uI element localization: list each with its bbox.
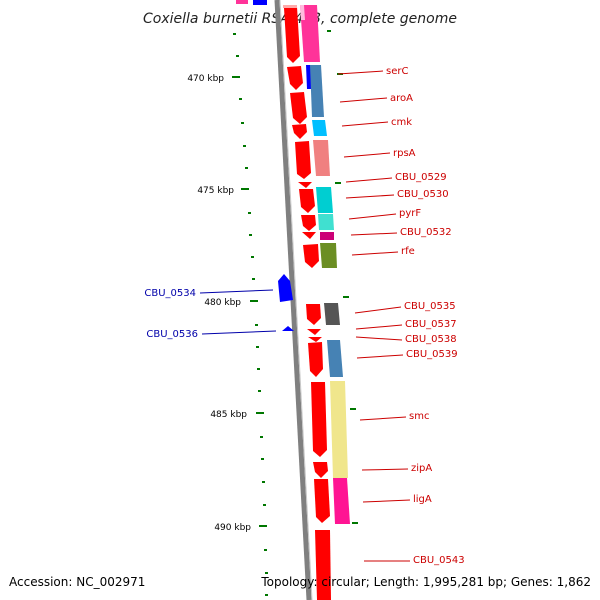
gene-arrow-serC [287, 66, 303, 90]
gene-arrow-aroA [290, 92, 307, 124]
gene-label-serC: serC [386, 66, 408, 77]
gene-arrow-0 [284, 7, 300, 63]
gene-label-CBU_0535: CBU_0535 [404, 301, 456, 312]
scale-tick-485: 485 kbp [210, 410, 264, 420]
gene-arrow-rfe [303, 244, 319, 268]
gene-labels-right: serC aroA cmk rpsA CBU_0529 CBU_0530 pyr… [386, 66, 465, 566]
scale-tick-470: 470 kbp [187, 74, 240, 84]
gene-arrow-CBU_0538 [308, 337, 322, 342]
gene-label-CBU_0538: CBU_0538 [405, 334, 457, 345]
gene-label-ligA: ligA [413, 494, 432, 505]
gene-label-CBU_0534: CBU_0534 [144, 288, 196, 299]
gene-arrow-CBU_0543 [315, 530, 331, 600]
topology-text: Topology: circular; Length: 1,995,281 bp… [261, 575, 591, 589]
accession-text: Accession: NC_002971 [9, 575, 146, 589]
gene-arrow-CBU_0532 [302, 232, 316, 239]
cog-boxes [283, 5, 350, 524]
backbone-highlight [279, 0, 313, 600]
gene-arrow-CBU_0536 [282, 326, 294, 331]
scale-tick-490: 490 kbp [214, 523, 267, 533]
gene-arrow-CBU_0537 [307, 329, 321, 335]
gene-top-blue [253, 0, 267, 5]
minor-ticks-left [233, 33, 268, 596]
gene-label-zipA: zipA [411, 463, 432, 474]
svg-text:470 kbp: 470 kbp [187, 74, 224, 84]
scale-tick-475: 475 kbp [197, 186, 249, 196]
gene-arrow-CBU_0539 [308, 342, 323, 377]
gene-arrow-CBU_0535 [306, 304, 321, 325]
gene-arrow-CBU_0534 [278, 274, 293, 302]
gene-label-CBU_0539: CBU_0539 [406, 349, 458, 360]
gene-label-CBU_0536: CBU_0536 [146, 329, 198, 340]
gene-arrow-smc [311, 382, 327, 457]
reverse-genes [278, 274, 294, 331]
svg-text:475 kbp: 475 kbp [197, 186, 234, 196]
gene-arrow-CBU_0530 [299, 189, 315, 213]
leader-lines-right [337, 70, 411, 562]
gene-arrow-cmk [292, 124, 307, 139]
svg-text:490 kbp: 490 kbp [214, 523, 251, 533]
gene-top-pink [236, 0, 248, 4]
gene-label-CBU_0532: CBU_0532 [400, 227, 452, 238]
gene-label-pyrF: pyrF [399, 208, 421, 219]
gene-label-CBU_0537: CBU_0537 [405, 319, 457, 330]
gene-label-cmk: cmk [391, 117, 412, 128]
gene-arrow-zipA [313, 462, 328, 478]
gene-label-rpsA: rpsA [393, 148, 416, 159]
gene-arrow-ligA [314, 479, 330, 523]
forward-genes [284, 7, 331, 600]
gene-arrow-pyrF [301, 215, 316, 231]
gene-label-smc: smc [409, 411, 429, 422]
gene-label-aroA: aroA [390, 93, 413, 104]
leader-lines-left [199, 289, 277, 335]
gene-labels-left: CBU_0534 CBU_0536 [144, 288, 198, 340]
gene-arrow-rpsA [295, 141, 311, 179]
gene-label-rfe: rfe [401, 246, 415, 257]
svg-text:480 kbp: 480 kbp [204, 298, 241, 308]
scale-tick-480: 480 kbp [204, 298, 258, 308]
svg-text:485 kbp: 485 kbp [210, 410, 247, 420]
gene-label-CBU_0530: CBU_0530 [397, 189, 449, 200]
gene-label-CBU_0529: CBU_0529 [395, 172, 447, 183]
map-title: Coxiella burnetii RSA 493, complete geno… [143, 11, 457, 27]
gene-label-CBU_0543: CBU_0543 [413, 555, 465, 566]
gene-arrow-CBU_0529 [298, 182, 312, 188]
